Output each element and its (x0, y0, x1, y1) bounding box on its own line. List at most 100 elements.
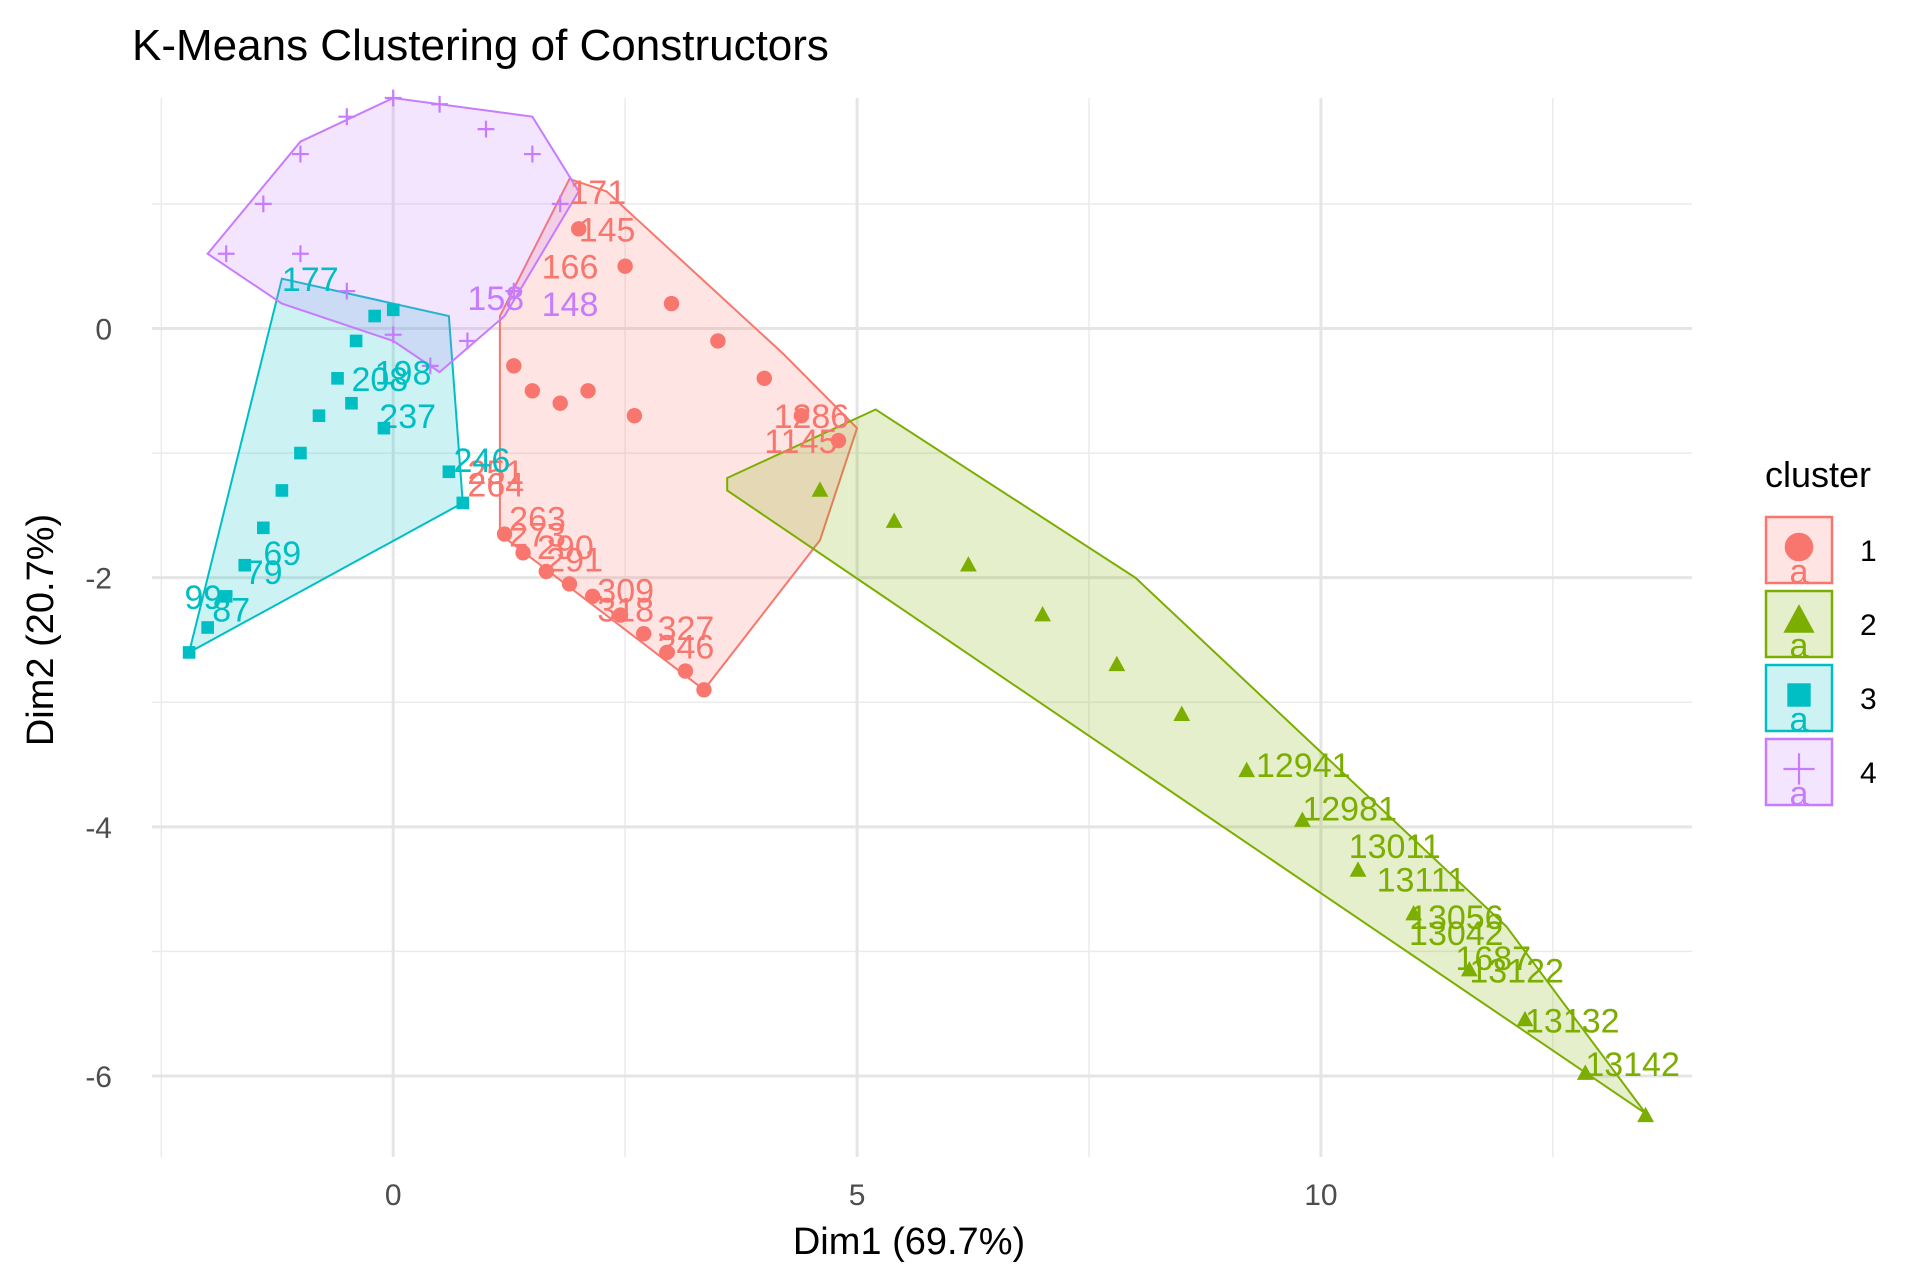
cluster-3-point-label: 246 (454, 442, 511, 480)
cluster-3-point (442, 465, 456, 479)
cluster-3-point (331, 372, 344, 385)
cluster-3-point-label: 79 (245, 554, 283, 592)
cluster-2-point-label: 13122 (1469, 953, 1564, 991)
cluster-3-point (219, 590, 233, 603)
cluster-3-point-label: 177 (282, 261, 339, 299)
cluster-hulls (187, 96, 1647, 1115)
cluster-4-point-label: 158 (467, 280, 524, 318)
cluster-2-point-label: 1687 (1455, 940, 1531, 978)
cluster-1-point-label: 166 (542, 249, 599, 287)
cluster-2-point-label: 13011 (1349, 828, 1441, 866)
x-tick-label: 0 (385, 1179, 402, 1212)
cluster-2-point (1460, 961, 1478, 977)
cluster-4-point (217, 245, 235, 263)
cluster-4-point (254, 195, 272, 213)
cluster-4-point (338, 282, 356, 300)
cluster-2-point (1576, 1064, 1594, 1080)
data-points (182, 89, 1655, 1123)
cluster-3-point (345, 396, 358, 410)
legend-symbol-3 (1787, 683, 1811, 707)
cluster-3-hull (187, 277, 464, 655)
cluster-3-point-label: 208 (351, 361, 408, 399)
cluster-3-point (456, 496, 470, 510)
cluster-2-point (1637, 1106, 1655, 1123)
cluster-3-point (201, 621, 214, 634)
cluster-2-point-label: 13142 (1585, 1046, 1680, 1084)
cluster-1-point (561, 576, 578, 592)
cluster-3-point (275, 484, 289, 497)
y-tick-label: -6 (85, 1061, 112, 1094)
chart-title: K-Means Clustering of Constructors (132, 21, 829, 70)
cluster-1-point (710, 333, 726, 349)
cluster-1-point-label: 346 (658, 629, 715, 667)
cluster-1-point-label: 171 (569, 174, 626, 212)
legend-label-3: 3 (1860, 683, 1877, 716)
cluster-3-point (386, 303, 400, 317)
legend-label-1: 1 (1860, 535, 1877, 568)
cluster-1-point (612, 607, 629, 623)
cluster-2-point (1034, 605, 1052, 622)
cluster-2-point-label: 13111 (1377, 862, 1467, 900)
cluster-3-point-label: 237 (379, 398, 436, 436)
cluster-3-point (182, 646, 196, 659)
y-tick-label: -4 (85, 812, 112, 845)
cluster-4-point (338, 108, 356, 126)
cluster-4-point (421, 357, 439, 375)
cluster-1-point (515, 545, 531, 561)
cluster-2-point (1238, 761, 1256, 778)
cluster-2-point (885, 512, 903, 528)
cluster-2-point (1405, 904, 1423, 921)
cluster-2-point (1108, 655, 1126, 672)
cluster-2-point (811, 481, 829, 497)
cluster-2-point (1349, 861, 1367, 877)
grid (152, 98, 1692, 1157)
cluster-1-point-label: 273 (509, 517, 566, 555)
cluster-4-point (459, 332, 476, 350)
cluster-2-point (1173, 705, 1191, 722)
cluster-1-point (793, 408, 810, 424)
cluster-3-point-label: 87 (212, 591, 250, 629)
cluster-3-point (238, 558, 252, 572)
legend-key-text: a (1790, 775, 1809, 813)
cluster-1-point-label: 263 (509, 500, 566, 538)
cluster-4-point (431, 95, 448, 113)
cluster-1-point-label: 1145 (764, 423, 837, 461)
legend-symbol-2 (1783, 604, 1815, 633)
cluster-1-point-label: 145 (579, 211, 636, 249)
cluster-2-point-label: 13132 (1525, 1002, 1620, 1040)
cluster-1-point (756, 370, 772, 387)
cluster-2-point (1516, 1010, 1534, 1027)
cluster-3-point (377, 421, 391, 435)
legend-symbol-1 (1784, 532, 1814, 562)
cluster-1-point (506, 358, 522, 374)
y-tick-label: 0 (95, 313, 112, 346)
cluster-4-point (477, 120, 495, 138)
cluster-4-point (384, 326, 402, 344)
cluster-1-hull (498, 177, 859, 692)
legend-key-text: a (1790, 627, 1809, 665)
cluster-2-point-label: 12981 (1302, 791, 1397, 829)
cluster-4-point (551, 195, 569, 213)
cluster-1-point (663, 295, 680, 312)
cluster-1-point-label: 309 (597, 573, 654, 611)
cluster-1-point-label: 290 (537, 529, 594, 567)
cluster-2-point-label: 13056 (1409, 899, 1504, 937)
cluster-4-point (505, 282, 523, 300)
cluster-4-point (384, 89, 402, 107)
legend-label-2: 2 (1860, 609, 1877, 642)
cluster-2-point-label: 12941 (1256, 747, 1351, 785)
cluster-4-point (292, 245, 309, 263)
y-axis-title: Dim2 (20.7%) (20, 514, 62, 746)
tick-labels: 0 5 10 -6 -4 -2 0 (85, 313, 1337, 1212)
legend-title: cluster (1765, 454, 1871, 495)
cluster-3-point-label: 198 (375, 355, 432, 393)
cluster-2-point (1293, 811, 1311, 827)
cluster-1-point-label: 318 (597, 591, 654, 629)
cluster-1-point (584, 588, 601, 605)
cluster-1-point-label: 291 (546, 541, 603, 579)
cluster-4-point (292, 145, 309, 163)
x-axis-title: Dim1 (69.7%) (793, 1221, 1025, 1263)
cluster-1-point (696, 682, 712, 698)
